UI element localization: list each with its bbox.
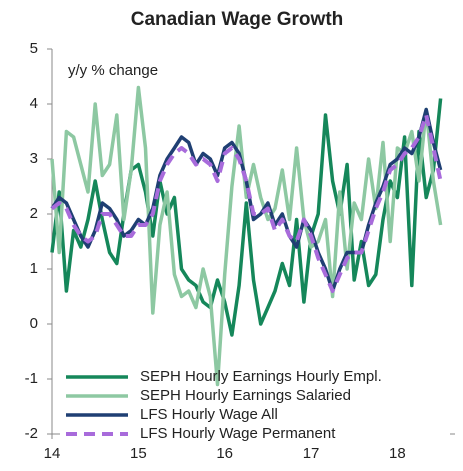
x-tick-label: 15 bbox=[130, 445, 147, 462]
x-tick-label: 18 bbox=[389, 445, 406, 462]
y-tick-label: 1 bbox=[30, 260, 38, 277]
y-tick-label: 4 bbox=[30, 95, 38, 112]
legend-label: LFS Hourly Wage Permanent bbox=[140, 425, 336, 442]
y-tick-label: -1 bbox=[25, 370, 38, 387]
legend-label: SEPH Hourly Earnings Hourly Empl. bbox=[140, 368, 382, 385]
y-tick-label: 2 bbox=[30, 205, 38, 222]
y-tick-label: -2 bbox=[25, 425, 38, 442]
y-axis-label: y/y % change bbox=[68, 62, 158, 79]
series-line bbox=[50, 98, 443, 337]
x-tick-label: 14 bbox=[44, 445, 61, 462]
series-line bbox=[50, 113, 443, 293]
x-tick-label: 17 bbox=[303, 445, 320, 462]
y-tick-label: 5 bbox=[30, 40, 38, 57]
chart-title: Canadian Wage Growth bbox=[131, 9, 344, 30]
series-line bbox=[50, 107, 443, 293]
y-tick-label: 0 bbox=[30, 315, 38, 332]
x-tick-label: 16 bbox=[216, 445, 233, 462]
legend-label: LFS Hourly Wage All bbox=[140, 406, 278, 423]
legend-label: SEPH Hourly Earnings Salaried bbox=[140, 387, 351, 404]
y-tick-label: 3 bbox=[30, 150, 38, 167]
